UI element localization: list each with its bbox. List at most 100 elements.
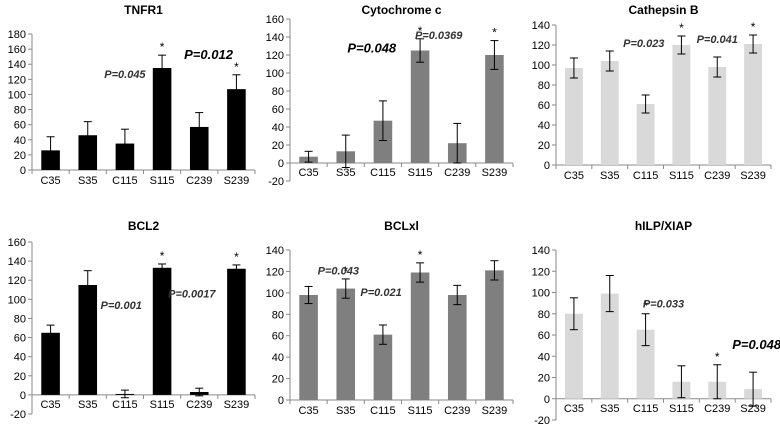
bar: [299, 295, 318, 400]
x-tick-label: S115: [150, 399, 175, 411]
y-tick-label: 100: [532, 60, 550, 72]
y-tick-label: 100: [8, 294, 26, 306]
x-tick-label: S115: [408, 167, 433, 179]
x-tick-label: C239: [704, 403, 730, 415]
x-tick-label: C115: [112, 399, 137, 411]
y-tick-label: -20: [10, 409, 26, 421]
x-tick-label: S239: [740, 170, 766, 182]
y-tick-label: 80: [538, 309, 550, 321]
x-tick-label: C239: [444, 405, 470, 417]
chart-title: BCLxl: [384, 219, 419, 233]
y-tick-label: 120: [532, 266, 550, 278]
bar: [373, 334, 393, 400]
y-tick-label: 60: [14, 333, 26, 345]
x-tick-label: S239: [740, 403, 766, 415]
x-tick-label: C35: [40, 399, 60, 411]
y-tick-label: 100: [532, 288, 550, 300]
x-tick-label: S239: [482, 405, 508, 417]
y-tick-label: 60: [538, 100, 550, 112]
bar: [636, 329, 655, 399]
y-tick-label: 160: [8, 237, 26, 249]
bar: [41, 332, 60, 395]
significance-star: *: [418, 24, 423, 38]
y-tick-label: 140: [266, 245, 284, 257]
bar: [227, 268, 246, 395]
bar: [485, 55, 504, 163]
y-tick-label: 140: [266, 32, 284, 44]
chart-panel-5: BCLxl 0 20 40 60 80 100 120 140 C35 S35 C115 S115 C23…: [266, 219, 514, 417]
significance-star: *: [234, 250, 239, 264]
bar: [564, 313, 583, 399]
y-tick-label: 140: [532, 245, 550, 257]
chart-panel-6: hILP/XIAP -20 0 20 40 60 80 100 120 140 C35 S35 C115…: [532, 219, 780, 427]
bar: [485, 270, 504, 400]
x-tick-label: C35: [298, 167, 318, 179]
chart-title: BCL2: [128, 219, 160, 233]
bar: [336, 288, 356, 400]
x-tick-label: S115: [408, 405, 433, 417]
y-tick-label: 100: [8, 89, 26, 101]
significance-star: *: [160, 249, 165, 263]
chart-title: Cytochrome c: [361, 3, 441, 17]
x-tick-label: S35: [78, 175, 98, 187]
y-tick-label: 40: [272, 352, 284, 364]
y-tick-label: 40: [272, 122, 284, 134]
p-value-annotation: P=0.043: [318, 266, 359, 278]
bar: [189, 126, 209, 170]
bar: [600, 61, 619, 165]
x-tick-label: S35: [336, 167, 356, 179]
x-tick-label: C239: [186, 399, 212, 411]
x-tick-label: C239: [444, 167, 470, 179]
significance-star: *: [418, 248, 423, 262]
y-tick-label: 140: [8, 256, 26, 268]
significance-star: *: [160, 40, 165, 54]
bar: [373, 120, 393, 163]
y-tick-label: 120: [266, 50, 284, 62]
x-tick-label: S239: [224, 175, 250, 187]
bar: [410, 50, 430, 163]
y-tick-label: 180: [8, 29, 26, 41]
x-tick-label: C115: [370, 167, 395, 179]
p-value-annotation: P=0.048: [347, 40, 397, 55]
y-tick-label: 0: [20, 390, 26, 402]
chart-title: Cathepsin B: [628, 3, 698, 17]
chart-panel-3: Cathepsin B 0 20 40 60 80 100 120 140 C35 S35 C115 S…: [532, 3, 772, 182]
x-tick-label: S35: [600, 170, 620, 182]
bar: [600, 293, 619, 399]
chart-title: hILP/XIAP: [635, 219, 692, 233]
y-tick-label: 100: [266, 68, 284, 80]
bar: [152, 68, 172, 170]
y-tick-label: 60: [14, 120, 26, 132]
bar: [78, 285, 98, 395]
y-tick-label: 140: [8, 59, 26, 71]
y-tick-label: 120: [532, 40, 550, 52]
x-tick-label: S239: [482, 167, 508, 179]
y-tick-label: 100: [266, 288, 284, 300]
y-tick-label: 0: [278, 395, 284, 407]
x-tick-label: S239: [224, 399, 250, 411]
p-value-annotation: P=0.033: [643, 298, 684, 310]
y-tick-label: 60: [272, 104, 284, 116]
p-value-annotation: P=0.045: [104, 69, 146, 81]
x-tick-label: C115: [370, 405, 395, 417]
y-tick-label: 20: [538, 373, 550, 385]
chart-panel-2: Cytochrome c -20 0 20 40 60 80 100 120 140 160 C35 S…: [266, 3, 514, 188]
y-tick-label: 80: [14, 313, 26, 325]
bar: [636, 104, 655, 165]
bar: [744, 44, 763, 165]
y-tick-label: 60: [538, 330, 550, 342]
p-value-annotation: P=0.0369: [415, 30, 463, 42]
x-tick-label: C35: [564, 170, 584, 182]
x-tick-label: C115: [633, 403, 658, 415]
y-tick-label: 0: [278, 158, 284, 170]
y-tick-label: -20: [534, 415, 550, 427]
x-tick-label: C35: [298, 405, 318, 417]
y-tick-label: 160: [266, 14, 284, 26]
y-tick-label: 80: [272, 309, 284, 321]
y-tick-label: 120: [8, 74, 26, 86]
y-tick-label: 20: [272, 140, 284, 152]
y-tick-label: 0: [544, 160, 550, 172]
p-value-annotation: P=0.012: [184, 47, 234, 62]
x-tick-label: C239: [704, 170, 730, 182]
y-tick-label: 160: [8, 44, 26, 56]
